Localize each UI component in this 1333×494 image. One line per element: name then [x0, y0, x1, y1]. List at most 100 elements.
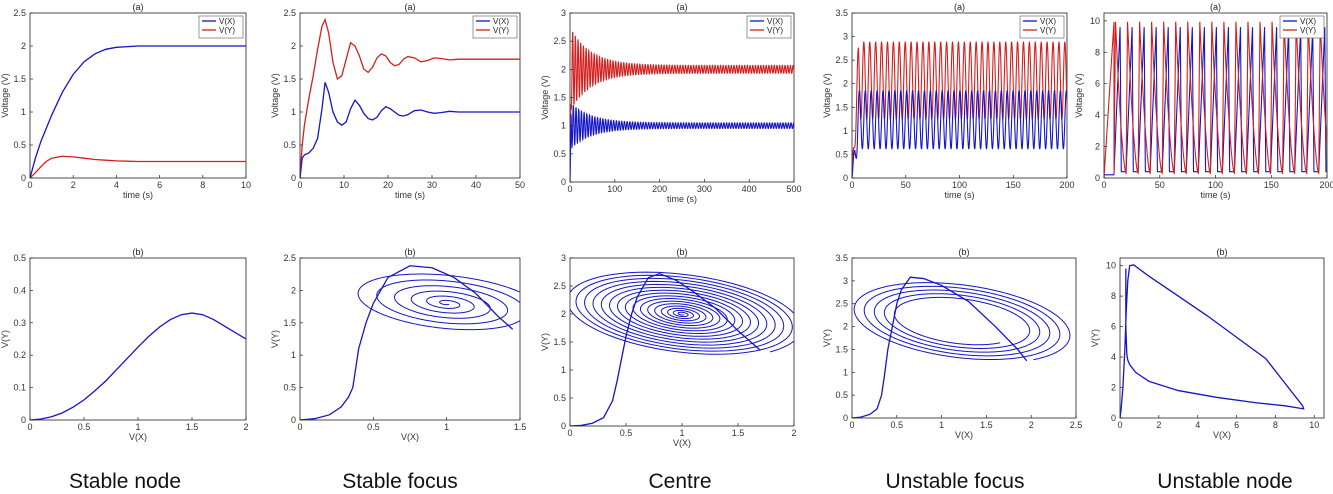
y-tick-label: 1.5 — [13, 74, 26, 84]
y-tick-label: 2 — [843, 79, 848, 89]
plot-area — [852, 276, 1071, 418]
y-tick-label: 3 — [561, 253, 566, 263]
legend-label-vx: V(X) — [493, 17, 509, 26]
y-tick-label: 1.5 — [553, 337, 566, 347]
trajectory-spiral — [357, 273, 520, 331]
y-tick-label: 0.4 — [13, 285, 26, 295]
y-tick-label: 1 — [561, 121, 566, 131]
plot-area — [852, 40, 1067, 178]
x-tick-label: 6 — [1234, 420, 1239, 430]
chart-timeseries-4: 0 50 100 150 200 0 0.5 1 1.5 2 2.5 3 3.5 (a) time (s) V… — [822, 2, 1075, 200]
legend-label-vx: V(X) — [1300, 17, 1316, 26]
legend-label-vy: V(Y) — [1300, 26, 1316, 35]
x-tick-label: 0 — [849, 420, 854, 430]
y-tick-label: 3 — [561, 8, 566, 18]
x-tick-label: 2 — [1156, 420, 1161, 430]
y-axis-label: Voltage (V) — [1074, 73, 1084, 118]
x-tick-label: 2 — [243, 422, 248, 432]
y-axis-label: Voltage (V) — [270, 73, 280, 118]
chart-title: (a) — [954, 2, 965, 12]
axes-box — [29, 12, 247, 179]
x-tick-label: 150 — [1264, 180, 1279, 190]
chart-title: (b) — [133, 247, 144, 257]
legend-label-vx: V(X) — [219, 17, 235, 26]
caption-stable-node: Stable node — [68, 470, 182, 493]
y-tick-label: 0.5 — [13, 253, 26, 263]
y-tick-label: 0.1 — [13, 383, 26, 393]
y-tick-label: 2 — [291, 41, 296, 51]
series-line-vy — [570, 31, 794, 182]
x-tick-label: 1.5 — [980, 420, 993, 430]
y-tick-label: 1 — [561, 365, 566, 375]
y-tick-label: 1 — [291, 350, 296, 360]
x-tick-label: 2 — [791, 428, 796, 438]
x-tick-label: 0.5 — [78, 422, 91, 432]
y-axis-label: V(Y) — [822, 329, 832, 347]
y-tick-label: 2 — [561, 64, 566, 74]
y-tick-label: 3 — [843, 32, 848, 42]
y-tick-label: 0.5 — [835, 149, 848, 159]
y-tick-label: 2.5 — [553, 281, 566, 291]
x-tick-label: 0.5 — [367, 422, 380, 432]
axes-box — [569, 12, 795, 183]
x-axis-label: V(X) — [1213, 430, 1231, 440]
axes-box — [29, 257, 247, 421]
chart-title: (a) — [1210, 2, 1221, 12]
y-tick-label: 1 — [21, 107, 26, 117]
chart-title: (b) — [677, 247, 688, 257]
plot-area — [300, 17, 520, 178]
legend-label-vx: V(X) — [767, 17, 783, 26]
y-axis-label: V(Y) — [0, 330, 10, 348]
plot-area — [570, 31, 794, 182]
y-tick-label: 1.5 — [283, 74, 296, 84]
x-axis-label: V(X) — [129, 432, 147, 442]
caption-centre: Centre — [648, 470, 712, 493]
x-tick-label: 0 — [27, 180, 32, 190]
series-line-trajectory — [852, 276, 1028, 418]
x-tick-label: 300 — [697, 184, 712, 194]
x-axis-label: V(X) — [955, 430, 973, 440]
chart-title: (b) — [1217, 247, 1228, 257]
x-tick-label: 10 — [339, 180, 349, 190]
y-tick-label: 0 — [1111, 413, 1116, 423]
y-tick-label: 3.5 — [835, 8, 848, 18]
x-tick-label: 1 — [939, 420, 944, 430]
chart-title: (a) — [405, 2, 416, 12]
y-tick-label: 0.5 — [13, 140, 26, 150]
x-tick-label: 30 — [427, 180, 437, 190]
y-tick-label: 0 — [21, 415, 26, 425]
plot-area — [1120, 264, 1305, 418]
x-tick-label: 0 — [297, 422, 302, 432]
caption-stable-focus: Stable focus — [342, 470, 458, 493]
x-tick-label: 1.5 — [186, 422, 199, 432]
chart-title: (b) — [959, 247, 970, 257]
x-tick-label: 1 — [135, 422, 140, 432]
y-tick-label: 0 — [1095, 173, 1100, 183]
series-line-vx — [30, 45, 246, 178]
x-tick-label: 100 — [1208, 180, 1223, 190]
caption-unstable-node: Unstable node — [1157, 470, 1293, 493]
y-tick-label: 10 — [1106, 261, 1116, 271]
x-tick-label: 200 — [1319, 180, 1333, 190]
y-tick-label: 2.5 — [283, 8, 296, 18]
y-tick-label: 1 — [843, 126, 848, 136]
y-tick-label: 4 — [1111, 352, 1116, 362]
x-axis-label: time (s) — [1201, 190, 1231, 200]
chart-phase-1: 0 0.5 1 1.5 2 0 0.1 0.2 0.3 0.4 0.5 (b) V(X) V(Y) — [0, 247, 249, 442]
y-tick-label: 0 — [561, 421, 566, 431]
y-axis-label: V(Y) — [540, 333, 550, 351]
axes-box — [1119, 257, 1325, 419]
x-tick-label: 0 — [27, 422, 32, 432]
chart-title: (a) — [677, 2, 688, 12]
y-tick-label: 8 — [1095, 47, 1100, 57]
x-tick-label: 8 — [200, 180, 205, 190]
series-line-vy — [30, 155, 246, 178]
y-tick-label: 8 — [1111, 291, 1116, 301]
legend: V(X)V(Y) — [1279, 15, 1325, 39]
y-tick-label: 10 — [1090, 16, 1100, 26]
y-tick-label: 3.5 — [835, 253, 848, 263]
x-tick-label: 200 — [652, 184, 667, 194]
y-tick-label: 2.5 — [835, 299, 848, 309]
chart-phase-3: 0 0.5 1 1.5 2 0 0.5 1 1.5 2 2.5 3 (b) V(X) V(Y) — [540, 247, 797, 448]
